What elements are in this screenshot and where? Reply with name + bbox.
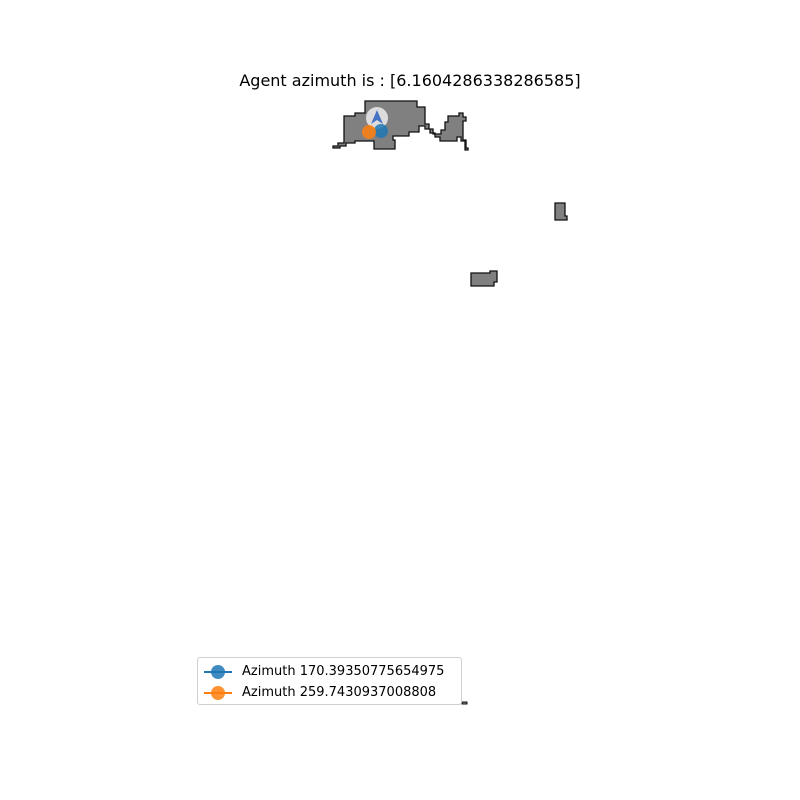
- azimuth-point-blue: [374, 124, 388, 138]
- legend-label: Azimuth 170.39350775654975: [242, 664, 445, 679]
- building-region-speck: [461, 701, 468, 705]
- legend: Azimuth 170.39350775654975 Azimuth 259.7…: [197, 657, 462, 705]
- circle-marker-icon: [211, 686, 225, 700]
- legend-entry: Azimuth 170.39350775654975: [198, 662, 461, 682]
- agent-arrow-icon: [371, 110, 383, 124]
- legend-label: Azimuth 259.7430937008808: [242, 685, 437, 700]
- building-region-rect: [470, 270, 498, 287]
- building-region-main: [332, 100, 469, 151]
- figure-title: Agent azimuth is : [6.1604286338286585]: [239, 71, 581, 90]
- azimuth-point-orange: [362, 125, 376, 139]
- circle-marker-icon: [211, 665, 225, 679]
- legend-entry: Azimuth 259.7430937008808: [198, 683, 461, 703]
- building-region-small-square: [554, 202, 568, 221]
